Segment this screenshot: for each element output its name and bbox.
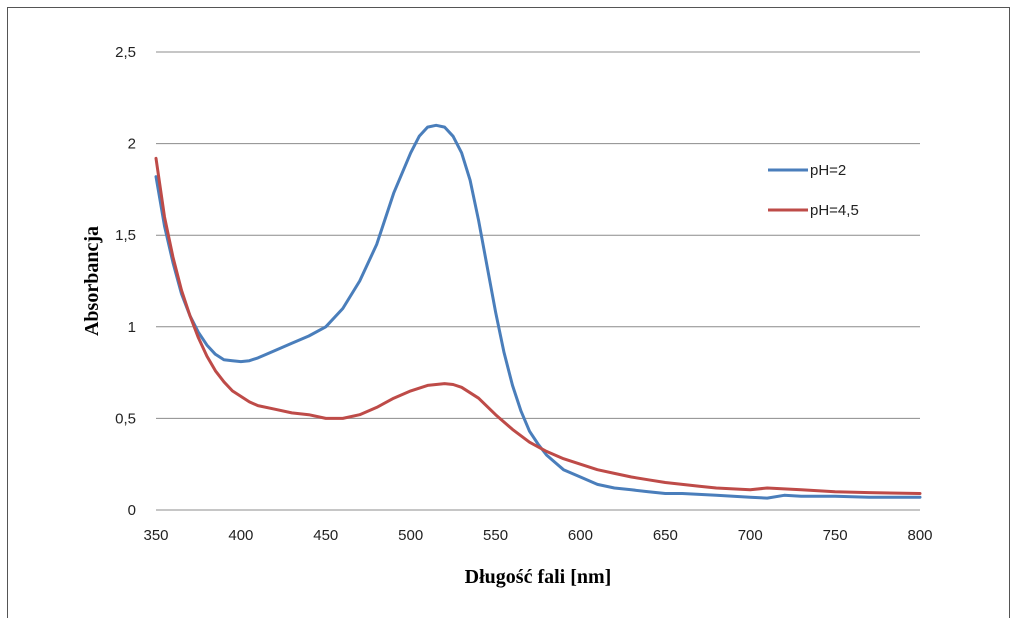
y-tick-label: 0 [128,502,136,519]
y-axis-title: Absorbancja [81,226,103,336]
y-tick-label: 2,5 [115,44,136,61]
x-tick-label: 700 [738,527,763,544]
series-line-1 [154,123,922,500]
y-tick-label: 0,5 [115,410,136,427]
y-tick-label: 1 [128,319,136,336]
chart-frame [7,7,1010,618]
x-tick-label: 650 [653,527,678,544]
gridlines [156,51,920,419]
x-tick-label: 600 [568,527,593,544]
series-group [154,123,922,500]
legend-label: pH=2 [810,162,846,179]
legend-label: pH=4,5 [810,202,859,219]
x-tick-label: 800 [907,527,932,544]
x-axis-title: Długość fali [nm] [465,566,612,588]
x-tick-label: 500 [398,527,423,544]
y-tick-labels: 0 0,5 1 1,5 2 2,5 [115,44,136,519]
x-tick-labels: 350 400 450 500 550 600 650 700 750 800 [143,527,932,544]
series-line-2 [154,156,922,495]
x-tick-label: 450 [313,527,338,544]
x-tick-label: 750 [823,527,848,544]
x-tick-label: 350 [143,527,168,544]
y-tick-label: 2 [128,136,136,153]
x-tick-label: 400 [228,527,253,544]
legend: pH=2 pH=4,5 [768,162,859,219]
y-tick-label: 1,5 [115,227,136,244]
x-tick-label: 550 [483,527,508,544]
